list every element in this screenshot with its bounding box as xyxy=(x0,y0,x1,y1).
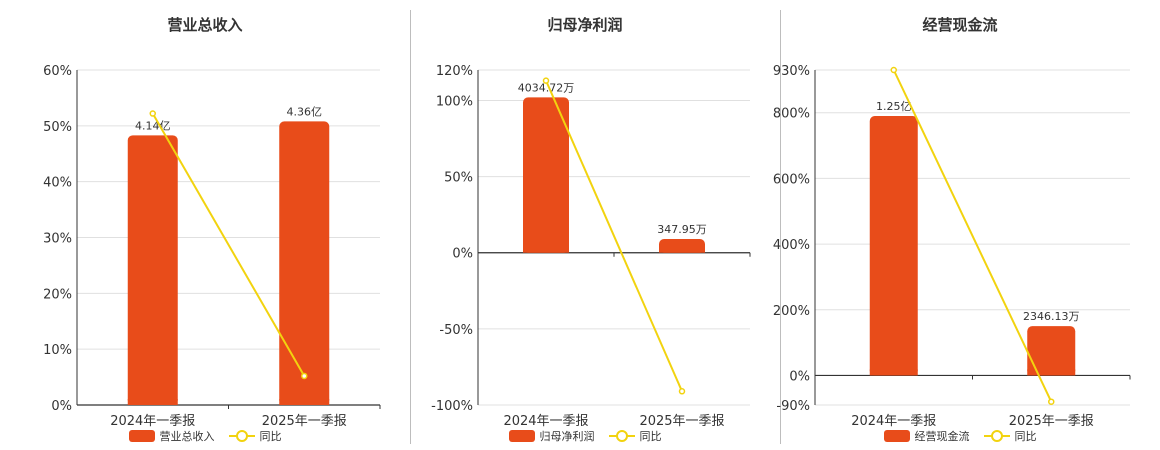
legend-bar-label: 经营现金流 xyxy=(915,428,970,444)
y-tick-label: 30% xyxy=(43,232,72,247)
y-tick-label: -50% xyxy=(439,323,473,338)
bar xyxy=(523,97,569,252)
legend-bar-swatch xyxy=(129,430,155,442)
legend-bar-label: 归母净利润 xyxy=(540,428,595,444)
yoy-point xyxy=(1049,399,1054,404)
y-tick-label: 50% xyxy=(444,171,473,186)
y-tick-label: -90% xyxy=(776,399,810,414)
y-tick-label: 200% xyxy=(773,304,810,319)
y-tick-label: 40% xyxy=(43,176,72,191)
legend-bar-swatch xyxy=(509,430,535,442)
x-category-label: 2024年一季报 xyxy=(110,414,195,429)
legend-bar-swatch xyxy=(884,430,910,442)
bar-base xyxy=(870,369,918,375)
chart-panel-net-profit: 归母净利润 120% 100% 50% 0% -50% -100% 4034.72万 347.… xyxy=(400,0,770,450)
y-tick-label: 800% xyxy=(773,107,810,122)
y-tick-label: 20% xyxy=(43,287,72,302)
y-tick-label: 400% xyxy=(773,238,810,253)
yoy-point xyxy=(150,111,155,116)
y-tick-label: 0% xyxy=(51,399,72,414)
bar-data-label: 347.95万 xyxy=(657,223,707,236)
yoy-point xyxy=(544,78,549,83)
bar-base xyxy=(128,399,178,405)
revenue-chart: 0% 10% 20% 30% 40% 50% 60% 4.14亿 4.36亿 2024年一季报 20… xyxy=(20,0,390,450)
y-tick-label: 930% xyxy=(773,64,810,79)
yoy-point xyxy=(680,389,685,394)
legend-line-swatch xyxy=(984,430,1010,442)
y-tick-label: -100% xyxy=(431,399,473,414)
yoy-point xyxy=(891,68,896,73)
bar-data-label: 2346.13万 xyxy=(1023,310,1080,323)
legend: 归母净利润 同比 xyxy=(400,428,770,444)
x-category-label: 2025年一季报 xyxy=(1009,414,1094,429)
legend-line-swatch xyxy=(609,430,635,442)
legend-line-swatch xyxy=(229,430,255,442)
y-tick-label: 10% xyxy=(43,343,72,358)
y-tick-label: 60% xyxy=(43,64,72,79)
net-profit-chart: 120%100%50%0%-50%-100%4034.72万347.95万202… xyxy=(400,0,770,450)
legend-bar-label: 营业总收入 xyxy=(160,428,215,444)
bar-base xyxy=(279,399,329,405)
legend-line-label: 同比 xyxy=(1015,428,1037,444)
legend: 经营现金流 同比 xyxy=(775,428,1145,444)
bar-base xyxy=(659,247,705,253)
legend-line-label: 同比 xyxy=(260,428,282,444)
cash-flow-chart: 930% 800% 600% 400% 200% 0% -90% 1.25亿 2346.13万 2… xyxy=(775,0,1145,450)
y-tick-label: 0% xyxy=(452,247,473,262)
y-tick-label: 50% xyxy=(43,120,72,135)
bar-data-label: 1.25亿 xyxy=(876,100,912,113)
x-category-label: 2024年一季报 xyxy=(851,414,936,429)
chart-panel-revenue: 营业总收入 0% 10% 20% 30% 40% 50% 60% 4.14亿 4.36亿 2024… xyxy=(20,0,390,450)
y-tick-label: 600% xyxy=(773,172,810,187)
bar-base xyxy=(1027,369,1075,375)
x-category-label: 2025年一季报 xyxy=(639,414,724,429)
y-tick-label: 100% xyxy=(436,94,473,109)
bar-data-label: 4.36亿 xyxy=(287,105,323,118)
y-tick-label: 120% xyxy=(436,64,473,79)
legend-line-label: 同比 xyxy=(640,428,662,444)
x-category-label: 2024年一季报 xyxy=(503,414,588,429)
yoy-point xyxy=(302,373,307,378)
legend: 营业总收入 同比 xyxy=(20,428,390,444)
chart-panel-cash-flow: 经营现金流 930% 800% 600% 400% 200% 0% -90% 1.25亿 234… xyxy=(775,0,1145,450)
bar xyxy=(279,121,329,405)
x-category-label: 2025年一季报 xyxy=(262,414,347,429)
bar xyxy=(128,135,178,405)
bar-data-label: 4.14亿 xyxy=(135,119,171,132)
bar xyxy=(870,116,918,375)
bar-base xyxy=(523,247,569,253)
y-tick-label: 0% xyxy=(789,369,810,384)
